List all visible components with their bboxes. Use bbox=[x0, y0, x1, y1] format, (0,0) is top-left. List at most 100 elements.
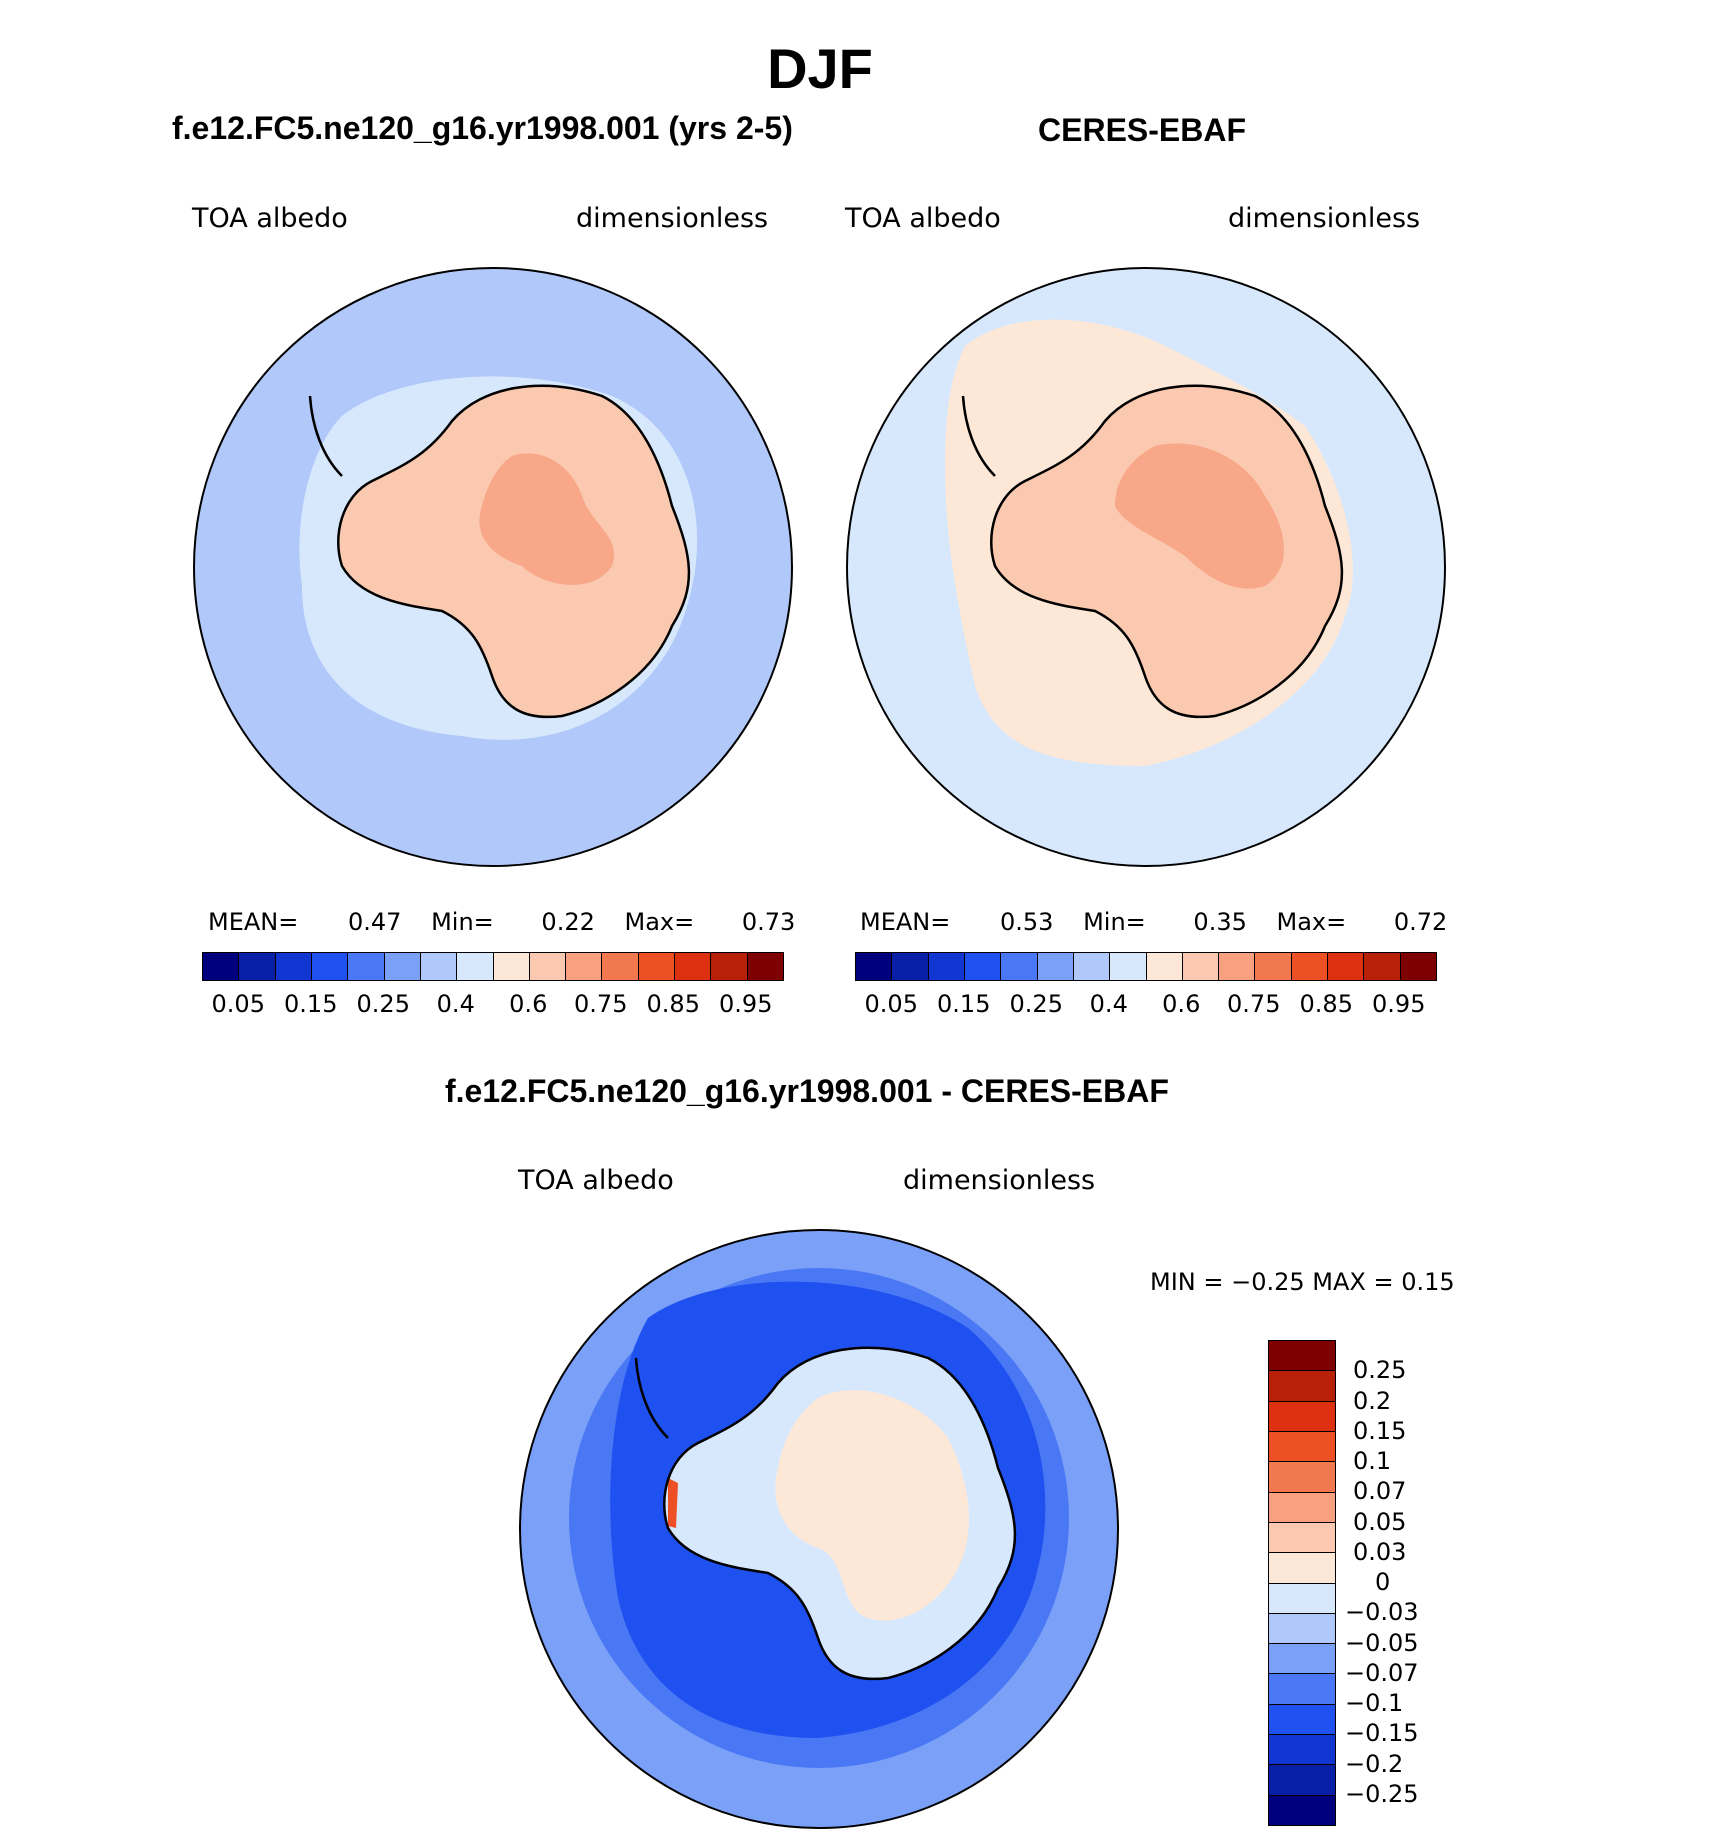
colorbar-swatch bbox=[1328, 953, 1365, 980]
model-map-border bbox=[193, 267, 793, 867]
colorbar-tick-label: 0.95 bbox=[719, 990, 773, 1018]
colorbar-swatch bbox=[1400, 953, 1436, 980]
obs-min-value: 0.35 bbox=[1193, 908, 1247, 936]
diff-colorbar-swatch bbox=[1269, 1462, 1335, 1493]
diff-colorbar-tick-label: −0.25 bbox=[1345, 1779, 1419, 1808]
colorbar-tick-label: 0.85 bbox=[1299, 990, 1353, 1018]
colorbar-swatch bbox=[602, 953, 639, 980]
diff-colorbar-swatch bbox=[1269, 1613, 1335, 1645]
diff-colorbar-swatch bbox=[1269, 1371, 1335, 1402]
diff-colorbar bbox=[1268, 1340, 1336, 1826]
diff-positive-field bbox=[775, 1390, 969, 1621]
diff-colorbar-swatch bbox=[1269, 1735, 1335, 1766]
colorbar-swatch bbox=[384, 953, 421, 980]
obs-mean-value: 0.53 bbox=[1000, 908, 1054, 936]
diff-colorbar-swatch bbox=[1269, 1795, 1335, 1825]
colorbar-swatch bbox=[638, 953, 676, 980]
obs-colorbar bbox=[855, 952, 1437, 981]
diff-coastline bbox=[663, 1346, 1017, 1681]
diff-colorbar-swatch bbox=[1269, 1431, 1335, 1463]
model-polar-map bbox=[193, 267, 793, 867]
colorbar-tick-label: 0.25 bbox=[356, 990, 410, 1018]
colorbar-swatch bbox=[1110, 953, 1147, 980]
colorbar-tick-label: 0.05 bbox=[864, 990, 918, 1018]
diff-colorbar-tick-label: −0.05 bbox=[1345, 1628, 1419, 1657]
model-colorbar-ticks: 0.05 0.15 0.25 0.4 0.6 0.75 0.85 0.95 bbox=[202, 990, 782, 1020]
colorbar-swatch bbox=[1219, 953, 1256, 980]
colorbar-swatch bbox=[311, 953, 349, 980]
obs-plateau-field bbox=[1115, 443, 1284, 589]
colorbar-swatch bbox=[711, 953, 748, 980]
model-colorbar bbox=[202, 952, 784, 981]
colorbar-swatch bbox=[1255, 953, 1292, 980]
colorbar-tick-label: 0.95 bbox=[1372, 990, 1426, 1018]
obs-units-label: dimensionless bbox=[1228, 203, 1421, 234]
colorbar-swatch bbox=[1291, 953, 1329, 980]
model-mean-value: 0.47 bbox=[348, 908, 402, 936]
model-coastline bbox=[337, 384, 691, 719]
diff-colorbar-tick-label: −0.03 bbox=[1345, 1598, 1419, 1627]
model-variable-label: TOA albedo bbox=[192, 203, 348, 234]
colorbar-tick-label: 0.15 bbox=[937, 990, 991, 1018]
diff-colorbar-tick-label: −0.07 bbox=[1345, 1658, 1419, 1687]
obs-polar-map bbox=[846, 267, 1446, 867]
diff-red-patch bbox=[668, 1478, 678, 1528]
diff-colorbar-tick-label: 0.15 bbox=[1353, 1416, 1407, 1445]
obs-stats: MEAN= 0.53 Min= 0.35 Max= 0.72 bbox=[860, 908, 1447, 936]
diff-colorbar-tick-label: −0.15 bbox=[1345, 1719, 1419, 1748]
colorbar-swatch bbox=[493, 953, 530, 980]
diff-colorbar-tick-label: 0.25 bbox=[1353, 1356, 1407, 1385]
colorbar-swatch bbox=[1364, 953, 1401, 980]
colorbar-tick-label: 0.6 bbox=[509, 990, 548, 1018]
diff-colorbar-swatch bbox=[1269, 1765, 1335, 1796]
colorbar-swatch bbox=[747, 953, 783, 980]
diff-units-label: dimensionless bbox=[903, 1165, 1096, 1196]
model-units-label: dimensionless bbox=[576, 203, 769, 234]
diff-colorbar-swatch bbox=[1269, 1583, 1335, 1614]
colorbar-tick-label: 0.4 bbox=[436, 990, 475, 1018]
diff-colorbar-ticks: 0.25 0.2 0.15 0.1 0.07 0.05 0.03 0 −0.03 −0.05 −0.… bbox=[1345, 1340, 1455, 1824]
diff-colorbar-swatch bbox=[1269, 1674, 1335, 1705]
colorbar-tick-label: 0.05 bbox=[211, 990, 265, 1018]
diff-colorbar-swatch bbox=[1269, 1553, 1335, 1584]
diff-colorbar-tick-label: 0.2 bbox=[1353, 1386, 1392, 1415]
diff-colorbar-tick-label: 0.1 bbox=[1353, 1447, 1392, 1475]
colorbar-swatch bbox=[892, 953, 929, 980]
diff-colorbar-swatch bbox=[1269, 1704, 1335, 1736]
diff-colorbar-tick-label: −0.1 bbox=[1345, 1689, 1404, 1717]
model-panel-title: f.e12.FC5.ne120_g16.yr1998.001 (yrs 2-5) bbox=[172, 110, 793, 146]
model-peninsula bbox=[308, 395, 343, 477]
obs-max-value: 0.72 bbox=[1393, 908, 1448, 936]
colorbar-swatch bbox=[1073, 953, 1111, 980]
colorbar-swatch bbox=[529, 953, 567, 980]
obs-panel-title: CERES-EBAF bbox=[1038, 112, 1247, 148]
colorbar-swatch bbox=[1182, 953, 1220, 980]
colorbar-swatch bbox=[1146, 953, 1183, 980]
diff-colorbar-swatch bbox=[1269, 1492, 1335, 1523]
colorbar-tick-label: 0.4 bbox=[1089, 990, 1128, 1018]
diff-colorbar-swatch bbox=[1269, 1522, 1335, 1554]
diff-colorbar-swatch bbox=[1269, 1401, 1335, 1432]
model-max-label: Max= bbox=[624, 908, 695, 936]
colorbar-swatch bbox=[275, 953, 312, 980]
diff-colorbar-tick-label: 0.03 bbox=[1353, 1537, 1407, 1566]
obs-antarctica-land bbox=[991, 385, 1342, 717]
colorbar-tick-label: 0.75 bbox=[574, 990, 628, 1018]
obs-peninsula bbox=[961, 395, 996, 477]
obs-colorbar-ticks: 0.05 0.15 0.25 0.4 0.6 0.75 0.85 0.95 bbox=[855, 990, 1435, 1020]
model-max-value: 0.73 bbox=[741, 908, 796, 936]
obs-variable-label: TOA albedo bbox=[845, 203, 1001, 234]
diff-variable-label: TOA albedo bbox=[518, 1165, 674, 1196]
colorbar-swatch bbox=[1001, 953, 1038, 980]
diff-map-border bbox=[519, 1229, 1119, 1829]
obs-map-border bbox=[846, 267, 1446, 867]
diff-colorbar-swatch bbox=[1269, 1341, 1335, 1372]
obs-min-label: Min= bbox=[1083, 908, 1146, 936]
obs-max-label: Max= bbox=[1276, 908, 1347, 936]
diff-colorbar-tick-label: −0.2 bbox=[1345, 1749, 1404, 1778]
colorbar-tick-label: 0.85 bbox=[646, 990, 700, 1018]
obs-mean-label: MEAN= bbox=[860, 908, 951, 936]
colorbar-swatch bbox=[928, 953, 965, 980]
colorbar-tick-label: 0.75 bbox=[1227, 990, 1281, 1018]
main-title: DJF bbox=[767, 37, 873, 100]
